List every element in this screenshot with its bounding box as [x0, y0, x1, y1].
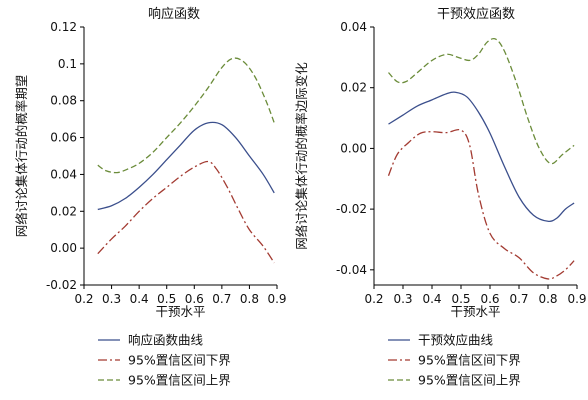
x-tick-label: 0.2 — [364, 292, 383, 306]
x-tick-label: 0.4 — [422, 292, 441, 306]
legend: 干预效应曲线 95%置信区间下界 95%置信区间上界 — [388, 333, 521, 388]
x-tick-label: 0.3 — [102, 292, 121, 306]
series-line-dashed — [97, 57, 275, 174]
x-tick-label: 0.5 — [451, 292, 470, 306]
chart-title: 干预效应函数 — [437, 6, 515, 22]
legend-label: 95%置信区间上界 — [128, 373, 231, 388]
x-tick-label: 0.9 — [267, 292, 286, 306]
y-tick-label: -0.02 — [46, 278, 77, 292]
x-tick-label: 0.8 — [538, 292, 557, 306]
x-axis-label: 干预水平 — [155, 304, 205, 319]
y-tick-label: 0.1 — [58, 57, 77, 71]
x-tick-label: 0.5 — [157, 292, 176, 306]
x-tick-label: 0.7 — [212, 292, 231, 306]
y-tick-label: 0.00 — [340, 141, 367, 155]
y-tick-label: 0.02 — [340, 81, 367, 95]
x-tick-label: 0.4 — [130, 292, 149, 306]
x-tick-label: 0.7 — [509, 292, 528, 306]
series-line-dashdot — [387, 129, 575, 280]
legend-label: 95%置信区间下界 — [418, 353, 521, 368]
y-tick-label: -0.04 — [336, 263, 367, 277]
y-tick-label: 0.12 — [50, 20, 77, 34]
x-tick-label: 0.3 — [393, 292, 412, 306]
legend: 响应函数曲线 95%置信区间下界 95%置信区间上界 — [98, 333, 231, 388]
legend-label: 95%置信区间下界 — [128, 353, 231, 368]
y-tick-label: 0.06 — [50, 131, 77, 145]
chart-panel-1: 响应函数 0.2 0.3 0.4 0.5 0.6 0.7 0.8 0.9 -0.02 0.00 0.0… — [14, 6, 287, 388]
y-tick-label: 0.04 — [340, 20, 367, 34]
y-axis-label: 网络讨论集体行动的概率期望 — [14, 75, 29, 238]
legend-label: 95%置信区间上界 — [418, 373, 521, 388]
chart-title: 响应函数 — [148, 6, 200, 22]
legend-label: 响应函数曲线 — [128, 333, 204, 348]
chart-panel-2: 干预效应函数 0.2 0.3 0.4 0.5 0.6 0.7 0.8 0.9 -0.04 -0.02… — [294, 6, 587, 388]
series-line-solid — [388, 91, 575, 223]
x-tick-label: 0.6 — [480, 292, 499, 306]
x-axis-label: 干预水平 — [450, 304, 500, 319]
legend-label: 干预效应曲线 — [418, 333, 494, 348]
series-line-dashed — [388, 37, 575, 165]
y-tick-label: 0.02 — [50, 204, 77, 218]
x-tick-label: 0.6 — [185, 292, 204, 306]
x-tick-label: 0.2 — [74, 292, 93, 306]
series-line-solid — [97, 121, 275, 211]
x-tick-label: 0.9 — [567, 292, 586, 306]
y-tick-label: 0.08 — [50, 94, 77, 108]
y-tick-label: -0.02 — [336, 202, 367, 216]
y-tick-label: 0.00 — [50, 241, 77, 255]
x-tick-label: 0.8 — [240, 292, 259, 306]
y-axis-label: 网络讨论集体行动的概率边际变化 — [294, 62, 309, 250]
y-tick-label: 0.04 — [50, 167, 77, 181]
series-line-dashdot — [97, 160, 275, 264]
